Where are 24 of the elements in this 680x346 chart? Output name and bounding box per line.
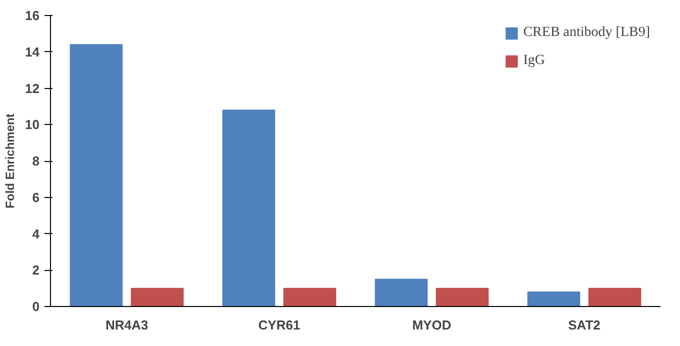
y-tick-label: 4 — [32, 226, 40, 242]
legend-label: IgG — [523, 53, 545, 69]
bar — [70, 44, 123, 306]
bar — [588, 288, 642, 306]
x-tick-label: MYOD — [412, 318, 452, 332]
x-tick-label: NR4A3 — [105, 318, 148, 332]
y-tick-label: 2 — [32, 262, 40, 278]
x-tick-label: CYR61 — [258, 318, 300, 332]
bar — [130, 288, 184, 306]
legend-label: CREB antibody [LB9] — [523, 25, 650, 41]
y-tick-label: 10 — [25, 117, 40, 132]
y-tick-label: 14 — [25, 44, 40, 60]
x-tick-label: SAT2 — [568, 318, 600, 332]
y-tick-label: 6 — [32, 190, 40, 205]
bar — [374, 278, 428, 306]
bar — [436, 288, 489, 306]
bar — [283, 288, 336, 306]
y-tick-label: 0 — [32, 299, 40, 314]
y-tick-label: 8 — [32, 154, 40, 168]
y-axis-title: Fold Enrichment — [3, 114, 18, 208]
bar — [527, 291, 580, 306]
bar — [222, 110, 276, 306]
y-tick-label: 12 — [25, 80, 40, 96]
y-tick-label: 16 — [25, 8, 40, 23]
